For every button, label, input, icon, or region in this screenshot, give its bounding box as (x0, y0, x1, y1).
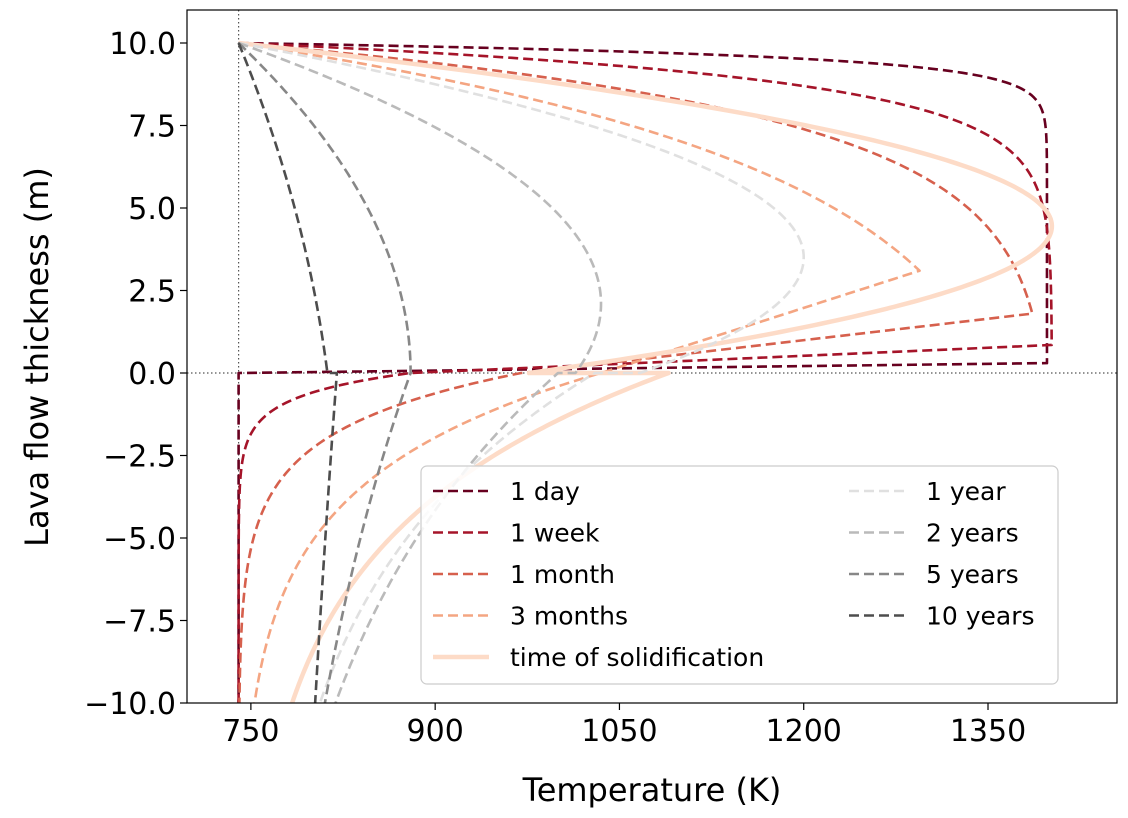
plot-frame (186, 9, 1118, 704)
y-tick-label: 7.5 (128, 110, 176, 145)
y-axis-label: Lava flow thickness (m) (18, 167, 56, 547)
series-line-7 (238, 41, 603, 703)
x-axis: 750 900 1050 1200 1350 (222, 703, 1026, 749)
series-line-9 (237, 42, 339, 703)
x-tick-label: 1050 (581, 714, 657, 749)
series-line-3 (238, 41, 1034, 703)
legend-label: 1 day (510, 477, 580, 506)
x-tick-label: 1200 (766, 714, 842, 749)
legend-label: 1 week (510, 519, 600, 548)
y-tick-label: −5.0 (103, 522, 176, 557)
legend-label: 5 years (926, 560, 1019, 589)
legend-label: 1 month (510, 560, 615, 589)
series-line-8 (237, 42, 412, 703)
series-line-1 (237, 41, 1049, 703)
x-tick-label: 900 (407, 714, 464, 749)
legend-label: time of solidification (510, 643, 764, 672)
legend-label: 3 months (510, 602, 628, 631)
y-tick-label: 0.0 (128, 357, 176, 392)
series-curves (237, 40, 1055, 703)
y-tick-label: 5.0 (128, 192, 176, 227)
series-line-6 (238, 41, 806, 703)
legend-label: 2 years (926, 519, 1019, 548)
y-tick-label: −10.0 (84, 687, 176, 722)
legend-label: 10 years (926, 602, 1035, 631)
x-axis-label: Temperature (K) (522, 771, 782, 809)
y-tick-label: −7.5 (103, 605, 176, 640)
legend-frame (420, 465, 1059, 685)
x-tick-label: 1350 (950, 714, 1026, 749)
y-tick-label: 10.0 (109, 27, 176, 62)
legend-label: 1 year (926, 477, 1006, 506)
legend: 1 day 1 week 1 month 3 months time of solidi… (420, 465, 1059, 685)
x-tick-label: 750 (222, 714, 279, 749)
y-tick-label: 2.5 (128, 275, 176, 310)
y-tick-label: −2.5 (103, 440, 176, 475)
series-line-4 (238, 41, 921, 703)
y-axis: −10.0 −7.5 −5.0 −2.5 0.0 2.5 5.0 7.5 10.0 (84, 27, 187, 722)
series-line-2 (237, 41, 1053, 703)
